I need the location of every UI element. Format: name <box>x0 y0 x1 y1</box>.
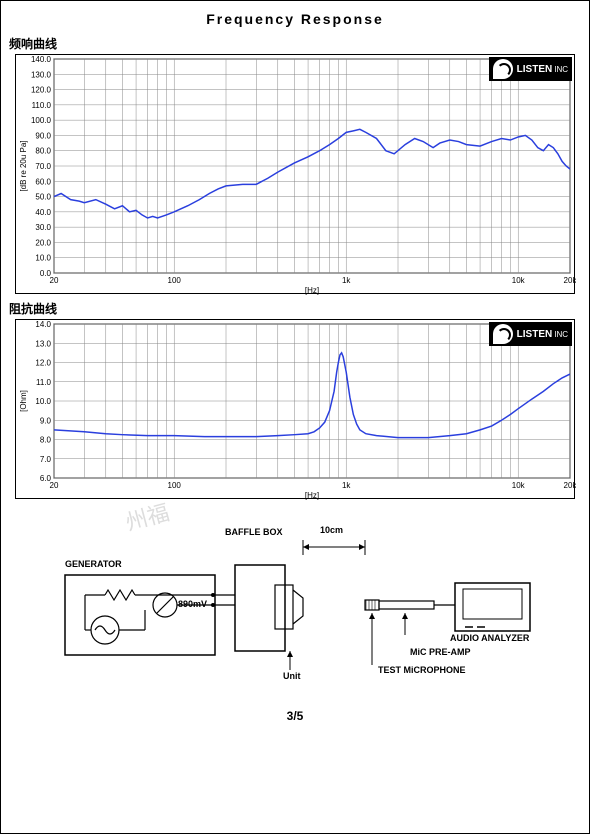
svg-text:20: 20 <box>50 276 59 285</box>
svg-text:90.0: 90.0 <box>35 131 51 140</box>
label-baffle-box: BAFFLE BOX <box>225 527 283 537</box>
svg-text:140.0: 140.0 <box>31 55 52 64</box>
label-analyzer: AUDIO ANALYZER <box>450 633 529 643</box>
logo-text: LISTEN <box>517 64 553 75</box>
logo-listen-inc-2: LISTEN INC <box>489 322 572 346</box>
svg-text:40.0: 40.0 <box>35 208 51 217</box>
svg-text:1k: 1k <box>342 276 351 285</box>
svg-text:7.0: 7.0 <box>40 455 52 464</box>
svg-text:100: 100 <box>168 276 182 285</box>
svg-text:8.0: 8.0 <box>40 436 52 445</box>
svg-text:[Ohm]: [Ohm] <box>19 390 28 412</box>
svg-text:1k: 1k <box>342 481 351 490</box>
label-mic: TEST MiCROPHONE <box>378 665 466 675</box>
freq-response-chart: 0.010.020.030.040.050.060.070.080.090.01… <box>15 54 575 294</box>
svg-text:70.0: 70.0 <box>35 162 51 171</box>
svg-text:14.0: 14.0 <box>35 320 51 329</box>
section1-title: 频响曲线 <box>1 33 589 54</box>
svg-text:10.0: 10.0 <box>35 254 51 263</box>
label-preamp: MiC PRE-AMP <box>410 647 471 657</box>
svg-text:80.0: 80.0 <box>35 147 51 156</box>
svg-text:20k: 20k <box>564 276 576 285</box>
label-distance: 10cm <box>320 525 343 535</box>
svg-text:50.0: 50.0 <box>35 193 51 202</box>
svg-text:[Hz]: [Hz] <box>305 491 319 500</box>
svg-text:12.0: 12.0 <box>35 359 51 368</box>
impedance-chart: 6.07.08.09.010.011.012.013.014.0201001k1… <box>15 319 575 499</box>
logo-inc: INC <box>554 65 568 74</box>
svg-text:110.0: 110.0 <box>32 101 52 110</box>
svg-text:30.0: 30.0 <box>35 223 51 232</box>
svg-text:120.0: 120.0 <box>31 86 52 95</box>
svg-text:130.0: 130.0 <box>31 70 52 79</box>
logo-listen-inc: LISTEN INC <box>489 57 572 81</box>
svg-text:[Hz]: [Hz] <box>305 286 319 295</box>
page-title: Frequency Response <box>1 1 589 33</box>
svg-text:20: 20 <box>50 481 59 490</box>
page-number: 3/5 <box>1 705 589 727</box>
ear-icon <box>493 324 513 344</box>
svg-text:[dB re 20u Pa]: [dB re 20u Pa] <box>19 140 28 191</box>
measurement-diagram: 州福 <box>15 505 575 705</box>
svg-text:100: 100 <box>168 481 182 490</box>
svg-text:20.0: 20.0 <box>35 238 51 247</box>
svg-text:9.0: 9.0 <box>40 416 52 425</box>
label-generator: GENERATOR <box>65 559 122 569</box>
svg-text:11.0: 11.0 <box>36 378 52 387</box>
svg-text:20k: 20k <box>564 481 576 490</box>
label-unit: Unit <box>283 671 301 681</box>
logo-inc: INC <box>554 330 568 339</box>
svg-text:10k: 10k <box>512 481 526 490</box>
svg-text:60.0: 60.0 <box>35 177 51 186</box>
svg-text:10.0: 10.0 <box>35 397 51 406</box>
label-voltage: 890mV <box>178 599 207 609</box>
svg-text:10k: 10k <box>512 276 526 285</box>
logo-text: LISTEN <box>517 329 553 340</box>
section2-title: 阻抗曲线 <box>1 298 589 319</box>
svg-text:100.0: 100.0 <box>31 116 52 125</box>
svg-text:13.0: 13.0 <box>35 339 51 348</box>
ear-icon <box>493 59 513 79</box>
